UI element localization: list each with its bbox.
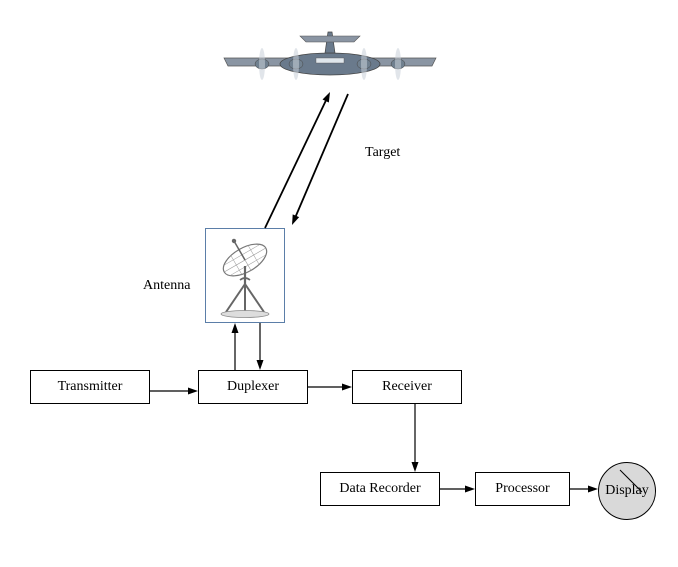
data-recorder-node: Data Recorder (320, 472, 440, 506)
target-label: Target (365, 145, 400, 161)
duplexer-node: Duplexer (198, 370, 308, 404)
duplexer-node-label: Duplexer (227, 379, 279, 395)
antenna-dish-icon (210, 232, 280, 318)
display-node: Display (598, 462, 656, 520)
aircraft-icon (220, 20, 440, 100)
radar-block-diagram: Antenna Target Transmitter Duplexer Rece… (0, 0, 678, 567)
antenna-label: Antenna (143, 278, 190, 294)
processor-node-label: Processor (495, 481, 549, 497)
transmitter-node: Transmitter (30, 370, 150, 404)
processor-node: Processor (475, 472, 570, 506)
data-recorder-node-label: Data Recorder (339, 481, 420, 497)
receiver-node: Receiver (352, 370, 462, 404)
display-node-label: Display (605, 483, 649, 499)
receiver-node-label: Receiver (382, 379, 432, 395)
transmitter-node-label: Transmitter (58, 379, 123, 395)
